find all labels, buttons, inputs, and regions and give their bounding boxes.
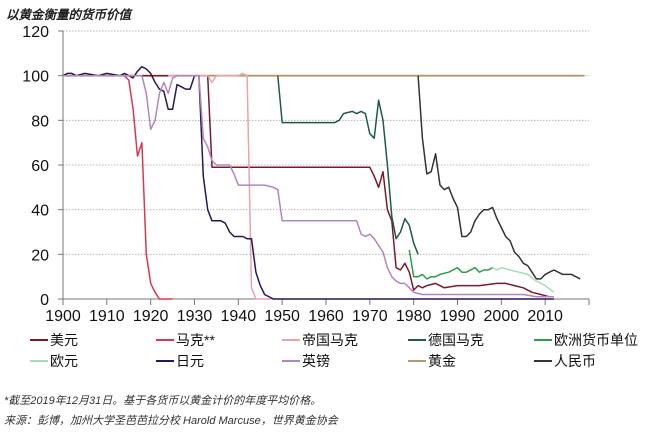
legend-swatch-icon [534,339,552,341]
legend-label: 英镑 [302,353,330,369]
legend-item: 欧洲货币单位 [534,330,638,350]
x-tick-label: 1910 [89,308,125,325]
legend-item: 英镑 [282,351,330,371]
legend-item: 黄金 [408,351,456,371]
legend-item: 日元 [156,351,204,371]
x-tick-label: 1900 [45,308,81,325]
legend-label: 人民币 [554,353,596,369]
y-tick-label: 80 [31,113,49,130]
x-tick-label: 1980 [396,308,432,325]
legend-label: 欧洲货币单位 [554,332,638,348]
source-note: 来源：彭博，加州大学圣芭芭拉分校 Harold Marcuse，世界黄金协会 [4,415,338,427]
legend-swatch-icon [408,339,426,341]
legend-item: 欧元 [30,351,78,371]
legend-swatch-icon [282,339,300,341]
series-line [63,74,550,298]
series-line [277,75,419,255]
series-line [62,65,554,300]
y-tick-label: 120 [22,24,49,41]
legend-item: 帝国马克 [282,330,358,350]
legend-label: 马克** [176,332,215,348]
legend-item: 德国马克 [408,330,484,350]
x-tick-label: 2000 [484,308,520,325]
x-tick-label: 1960 [308,308,344,325]
legend-swatch-icon [30,339,48,341]
legend-item: 美元 [30,330,78,350]
legend-swatch-icon [156,339,174,341]
legend-label: 帝国马克 [302,332,358,348]
legend-label: 日元 [176,353,204,369]
x-tick-label: 1970 [352,308,388,325]
x-tick-label: 1990 [440,308,476,325]
chart-title: 以黄金衡量的货币价值 [6,8,132,22]
x-tick-label: 1920 [133,308,169,325]
y-tick-label: 20 [31,247,49,264]
x-tick-label: 1950 [264,308,300,325]
x-tick-label: 2010 [527,308,563,325]
legend-item: 人民币 [534,351,596,371]
line-chart: 0 20 40 60 80 100 120 1900 1910 1920 1930 1940 1950 1… [22,24,590,325]
legend-swatch-icon [282,360,300,362]
legend-swatch-icon [408,360,426,362]
legend-item: 马克** [156,330,215,350]
series-line [168,72,274,300]
legend-label: 德国马克 [428,332,484,348]
series-line [63,74,173,300]
legend-label: 黄金 [428,353,456,369]
x-tick-label: 1930 [177,308,213,325]
legend-swatch-icon [156,360,174,362]
series-line [63,74,554,298]
footnote: *截至2019年12月31日。基于各货币以黄金计价的年度平均价格。 [4,395,322,407]
axes: 0 20 40 60 80 100 120 1900 1910 1920 1930 1940 1950 1… [22,24,590,325]
series-line [417,75,581,280]
y-tick-label: 0 [40,292,49,309]
legend-label: 欧元 [50,353,78,369]
y-tick-label: 40 [31,203,49,220]
data-lines [62,65,585,300]
y-tick-label: 100 [22,69,49,86]
series-line [492,266,555,293]
legend-swatch-icon [30,360,48,362]
series-line [408,249,493,280]
legend-label: 美元 [50,332,78,348]
y-tick-label: 60 [31,158,49,175]
legend-swatch-icon [534,360,552,362]
x-tick-label: 1940 [221,308,257,325]
legend: 美元 马克** 帝国马克 德国马克 欧洲货币单位欧元 日元 英镑 黄金 人民币 [0,330,662,390]
